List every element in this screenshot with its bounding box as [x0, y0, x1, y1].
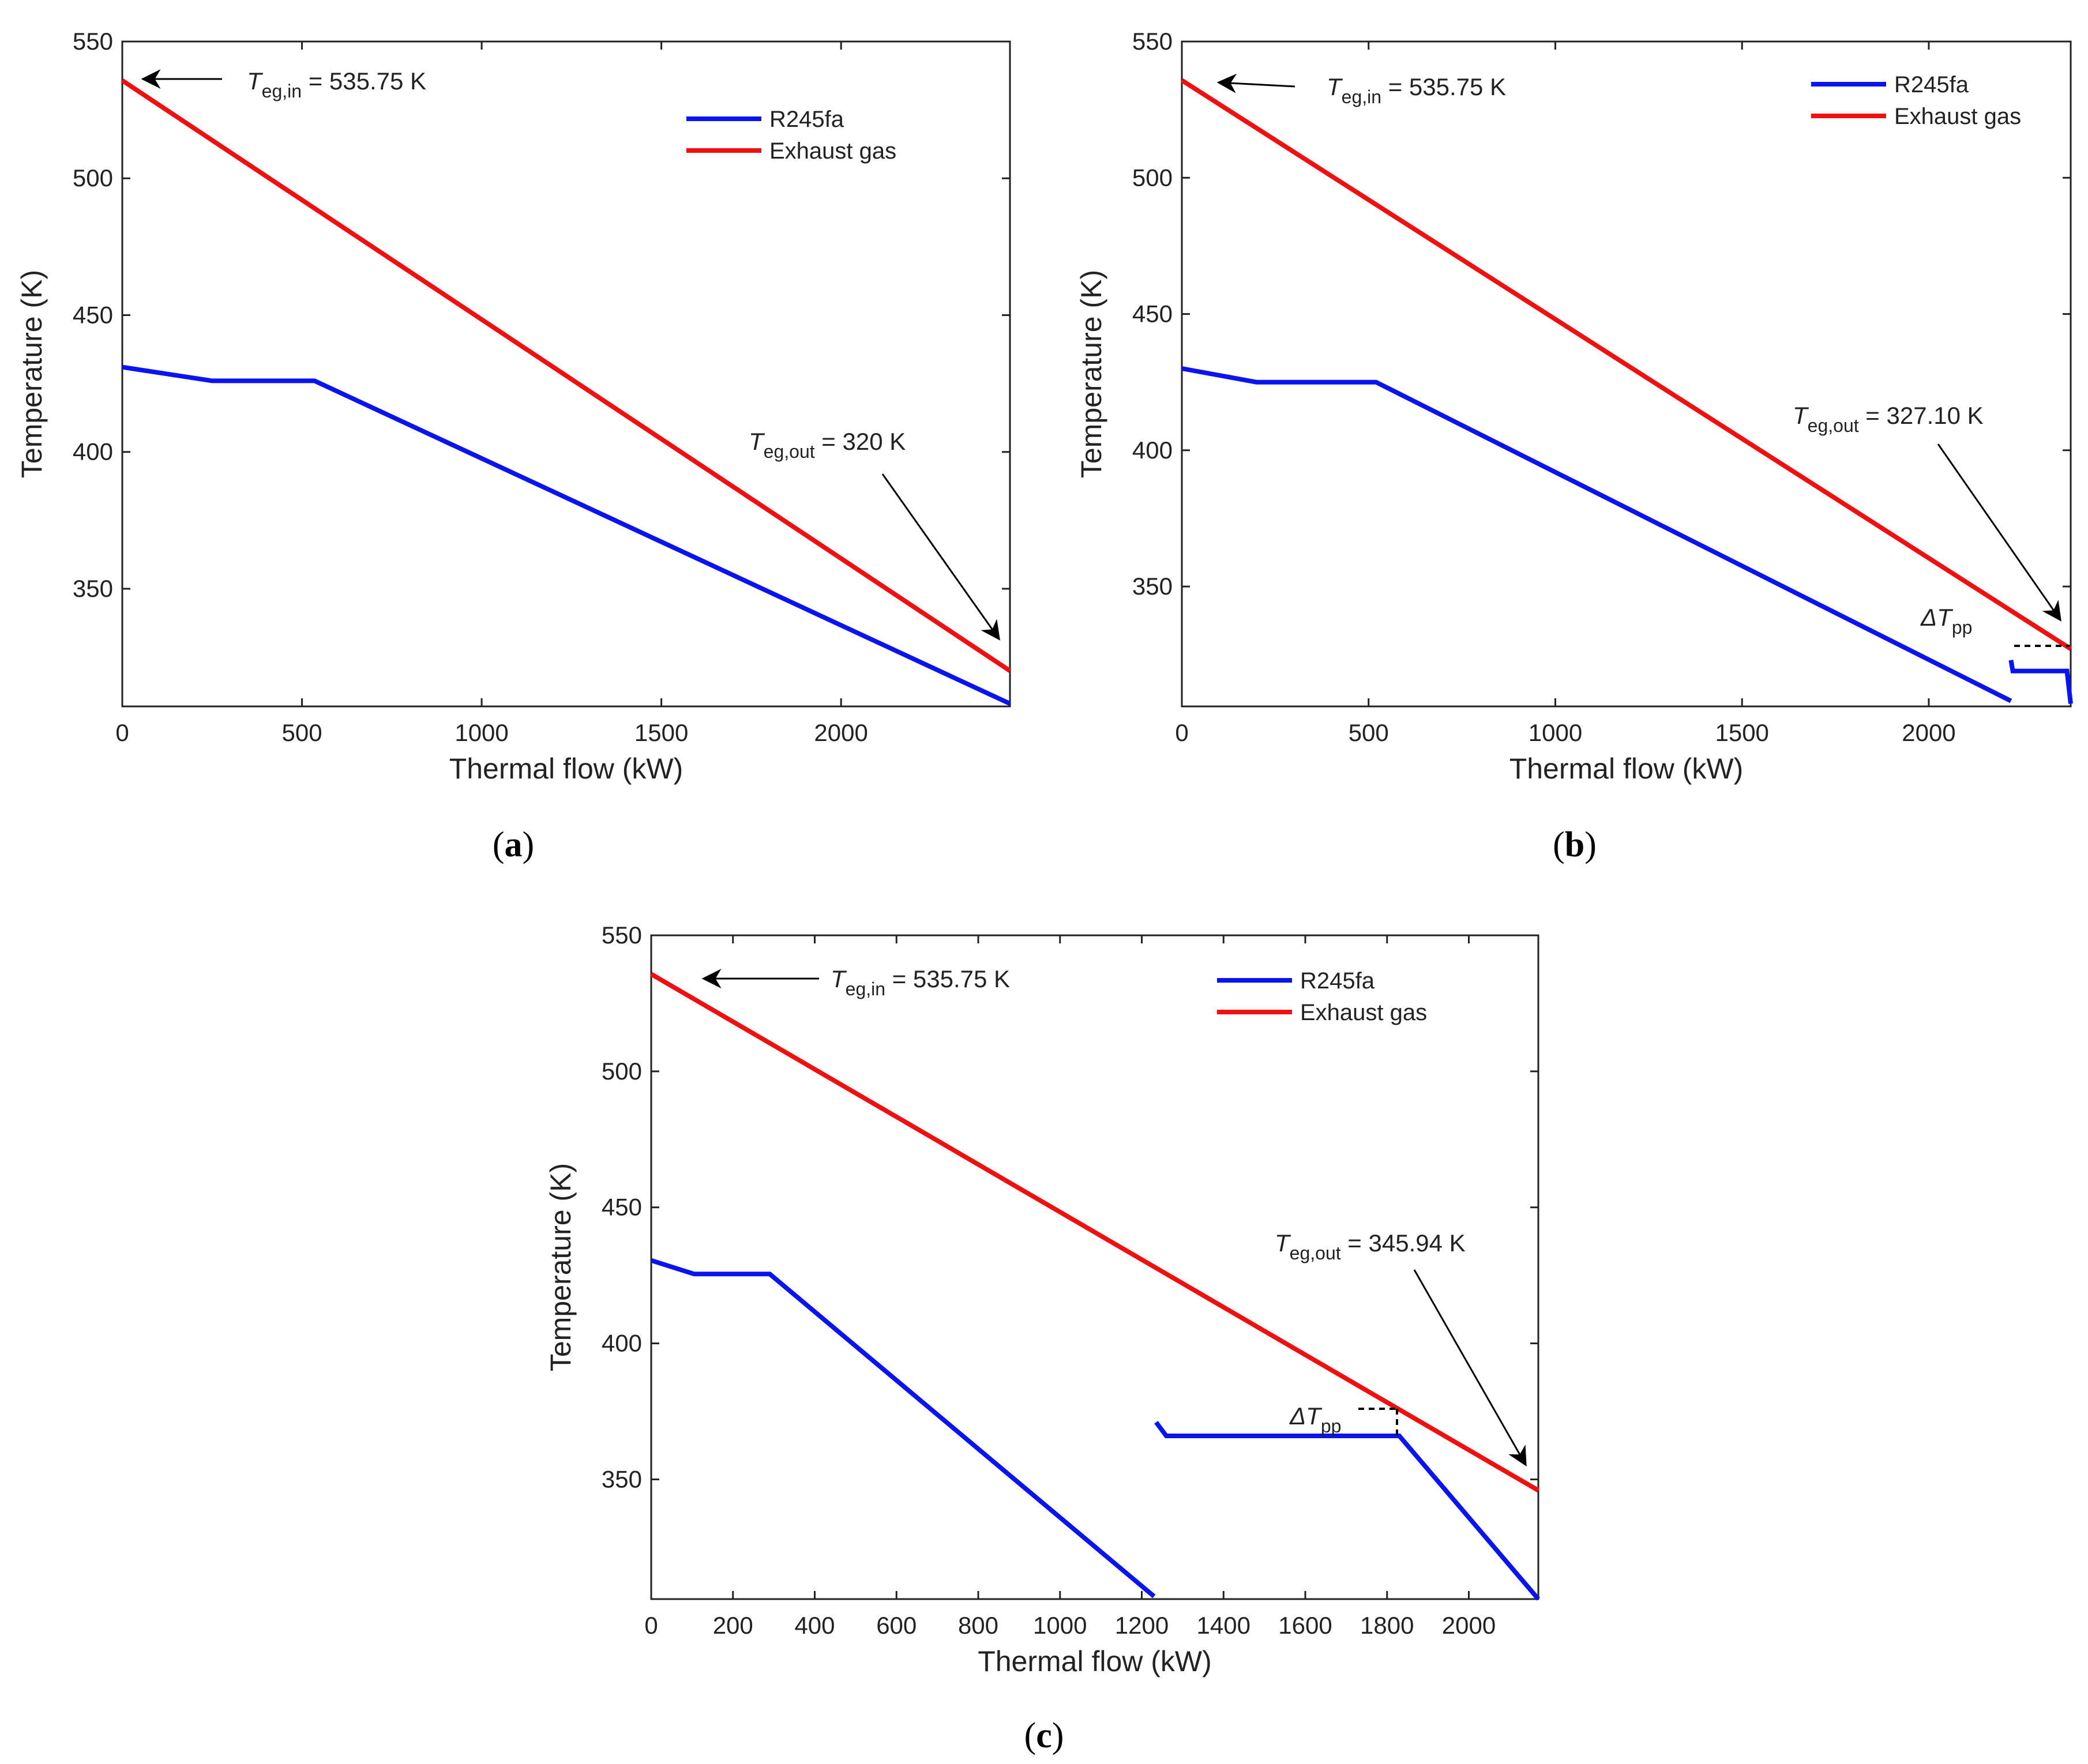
series-line-exhaust-gas — [1180, 78, 2072, 651]
x-tick-label: 1000 — [455, 719, 508, 746]
x-tick-label: 2000 — [1902, 719, 1955, 746]
series-line-r245fa — [1154, 1420, 1541, 1601]
x-tick-label: 800 — [958, 1612, 998, 1639]
y-tick-label: 400 — [73, 438, 113, 465]
annotation-inlet-temperature: Teg,in = 535.75 K — [1327, 73, 1506, 107]
y-tick-label: 550 — [602, 922, 642, 949]
y-tick-label: 450 — [73, 301, 113, 328]
panel-label: (a) — [493, 825, 534, 864]
y-axis-label: Temperature (K) — [1075, 270, 1107, 478]
plot-frame — [121, 40, 1011, 708]
annotation-pinch-point: ΔTpp — [1289, 1402, 1341, 1436]
series-line-exhaust-gas — [649, 972, 1540, 1493]
chart-panel-2: 0 500 1000 1500 2000 350 400 450 500 550 Thermal f… — [1075, 28, 2073, 864]
x-tick-label: 1200 — [1115, 1612, 1169, 1639]
x-tick-label: 600 — [876, 1612, 917, 1639]
annotation-outlet-temperature: Teg,out = 345.94 K — [1275, 1229, 1466, 1263]
x-tick-label: 400 — [794, 1612, 835, 1639]
y-tick-label: 350 — [73, 575, 113, 602]
panel-label: (c) — [1024, 1716, 1064, 1755]
chart-panel-1: 0 500 1000 1500 2000 350 400 450 500 550 Thermal f… — [16, 28, 1012, 864]
annotation-inlet-temperature: Teg,in = 535.75 K — [247, 67, 426, 101]
y-tick-label: 500 — [1132, 164, 1173, 191]
y-axis-label: Temperature (K) — [16, 270, 48, 478]
y-tick-label: 500 — [602, 1058, 642, 1085]
y-tick-label: 550 — [73, 28, 113, 55]
annotation-arrow-outlet — [1413, 1269, 1527, 1466]
x-tick-label: 0 — [115, 719, 129, 746]
chart-panel-3: 0 200 400 600 800 1000 1200 1400 1600 1800 2000 350… — [544, 922, 1541, 1755]
y-axis-label: Temperature (K) — [544, 1163, 577, 1371]
panel-label: (b) — [1553, 825, 1597, 864]
series-line-exhaust-gas — [121, 78, 1012, 673]
x-tick-label: 500 — [281, 719, 322, 746]
x-tick-label: 200 — [713, 1612, 753, 1639]
y-tick-label: 550 — [1132, 28, 1173, 55]
annotation-outlet-temperature: Teg,out = 327.10 K — [1793, 402, 1984, 436]
legend-label: Exhaust gas — [1300, 1000, 1427, 1025]
annotation-pinch-point: ΔTpp — [1920, 604, 1972, 638]
legend-label: R245fa — [1894, 72, 1969, 97]
y-tick-label: 400 — [1132, 437, 1173, 464]
y-tick-label: 350 — [602, 1465, 642, 1492]
x-tick-label: 2000 — [814, 719, 868, 746]
x-tick-label: 2000 — [1442, 1612, 1496, 1639]
y-tick-label: 450 — [602, 1194, 642, 1221]
plot-frame — [650, 934, 1539, 1600]
x-axis-label: Thermal flow (kW) — [978, 1645, 1212, 1678]
legend: R245fa Exhaust gas — [1811, 72, 2021, 129]
legend-label: R245fa — [769, 107, 844, 132]
x-tick-label: 1000 — [1529, 719, 1582, 746]
annotation-inlet-temperature: Teg,in = 535.75 K — [831, 965, 1010, 999]
x-tick-label: 500 — [1349, 719, 1389, 746]
y-tick-label: 500 — [73, 164, 113, 191]
series-line-r245fa — [1181, 366, 2012, 704]
annotation-arrow-outlet — [1937, 443, 2061, 622]
y-tick-label: 400 — [602, 1330, 642, 1357]
y-tick-label: 350 — [1132, 573, 1173, 600]
series-line-r245fa — [650, 1258, 1156, 1598]
x-tick-label: 1800 — [1360, 1612, 1414, 1639]
annotation-arrow-outlet — [881, 473, 1000, 641]
y-tick-label: 450 — [1132, 300, 1173, 328]
annotation-outlet-temperature: Teg,out = 320 K — [749, 428, 906, 462]
x-tick-label: 1000 — [1033, 1612, 1087, 1639]
x-tick-label: 0 — [644, 1612, 658, 1639]
x-axis-label: Thermal flow (kW) — [1509, 753, 1744, 785]
legend: R245fa Exhaust gas — [1217, 968, 1427, 1025]
series-line-r245fa — [122, 364, 1011, 706]
legend-label: R245fa — [1300, 968, 1375, 994]
x-tick-label: 1500 — [634, 719, 688, 746]
annotation-arrow-inlet — [1216, 73, 1295, 93]
x-tick-label: 1500 — [1715, 719, 1768, 746]
x-axis-label: Thermal flow (kW) — [449, 753, 684, 785]
x-tick-label: 1600 — [1278, 1612, 1332, 1639]
x-tick-label: 1400 — [1197, 1612, 1250, 1639]
x-tick-label: 0 — [1175, 719, 1188, 746]
legend-label: Exhaust gas — [1894, 104, 2021, 129]
legend-label: Exhaust gas — [769, 138, 896, 164]
plot-frame — [1181, 40, 2072, 708]
series-line-r245fa — [2008, 660, 2073, 704]
legend: R245fa Exhaust gas — [686, 107, 896, 164]
